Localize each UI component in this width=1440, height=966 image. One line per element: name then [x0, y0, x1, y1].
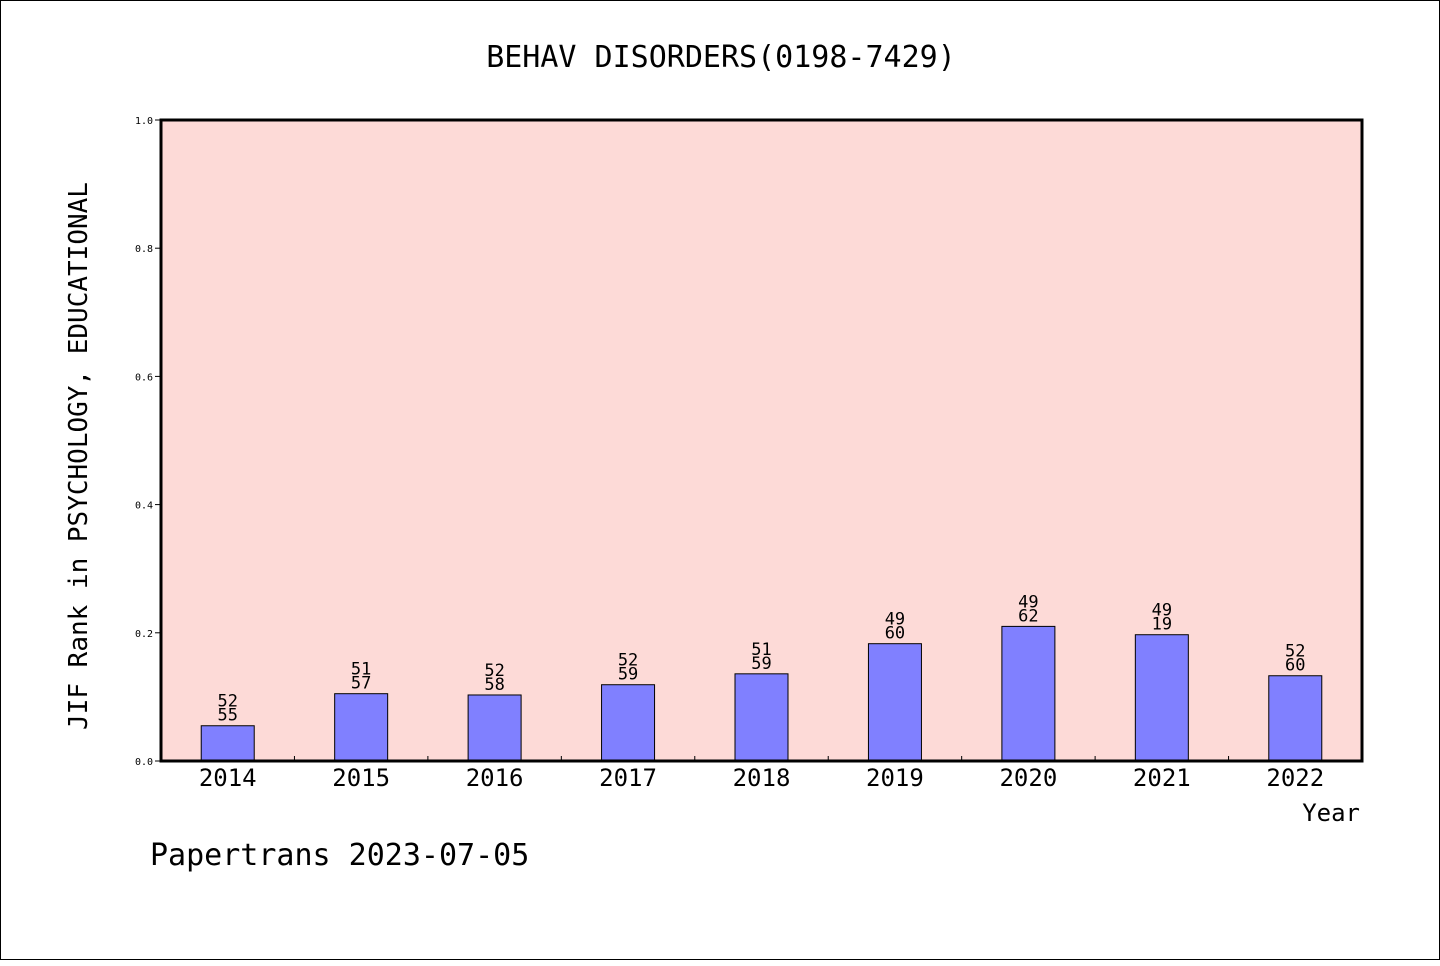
x-tick-label: 2016: [466, 764, 524, 792]
bar-label-bottom: 55: [217, 706, 237, 726]
bar-label-top: 52: [217, 692, 237, 712]
x-tick-label: 2019: [866, 764, 924, 792]
x-axis: 2014 2015 2016 2017 2018 2019 2020 2021 2022: [199, 756, 1324, 792]
bar-label-bottom: 58: [484, 675, 504, 695]
bar-label-top: 52: [1285, 642, 1305, 662]
bar-label-bottom: 19: [1152, 615, 1172, 635]
bar-label-top: 52: [484, 661, 504, 681]
y-tick-label: 0.0: [135, 757, 153, 768]
y-tick-label: 0.6: [135, 372, 153, 383]
x-tick-label: 2022: [1266, 764, 1324, 792]
y-tick-label: 0.2: [135, 629, 153, 640]
y-tick-label: 1.0: [135, 116, 153, 127]
bar: [601, 684, 656, 762]
bar: [200, 725, 255, 762]
bar: [334, 693, 389, 762]
x-tick-label: 2014: [199, 764, 257, 792]
bar-label-bottom: 60: [885, 624, 905, 644]
bar-label-bottom: 57: [351, 674, 371, 694]
bar: [467, 694, 522, 762]
bar-label-bottom: 59: [618, 665, 638, 685]
x-tick-label: 2020: [999, 764, 1057, 792]
bar-label-top: 51: [751, 640, 771, 660]
bar-label-top: 51: [351, 660, 371, 680]
y-axis-label: JIF Rank in PSYCHOLOGY, EDUCATIONAL: [64, 182, 94, 730]
bar-label-top: 49: [1152, 601, 1172, 621]
y-tick-label: 0.8: [135, 244, 153, 255]
x-axis-label: Year: [1302, 799, 1360, 827]
x-tick-label: 2015: [332, 764, 390, 792]
bar: [1268, 675, 1323, 762]
bar-label-bottom: 60: [1285, 656, 1305, 676]
x-tick-label: 2021: [1133, 764, 1191, 792]
chart-title: BEHAV DISORDERS(0198-7429): [486, 40, 956, 75]
bar-label-bottom: 62: [1018, 606, 1038, 626]
bar-label-top: 52: [618, 651, 638, 671]
bar-label-bottom: 59: [751, 654, 771, 674]
bar-label-top: 49: [885, 610, 905, 630]
bar: [1001, 625, 1056, 762]
bar: [734, 673, 789, 762]
x-tick-label: 2017: [599, 764, 657, 792]
bar-label-top: 49: [1018, 592, 1038, 612]
y-tick-label: 0.4: [135, 501, 153, 512]
x-tick-label: 2018: [733, 764, 791, 792]
y-axis: 0.0 0.2 0.4 0.6 0.8 1.0: [135, 116, 161, 768]
bar: [867, 643, 922, 762]
bar: [1134, 634, 1189, 762]
footer-text: Papertrans 2023-07-05: [150, 838, 529, 873]
plot-border: [159, 118, 1364, 763]
